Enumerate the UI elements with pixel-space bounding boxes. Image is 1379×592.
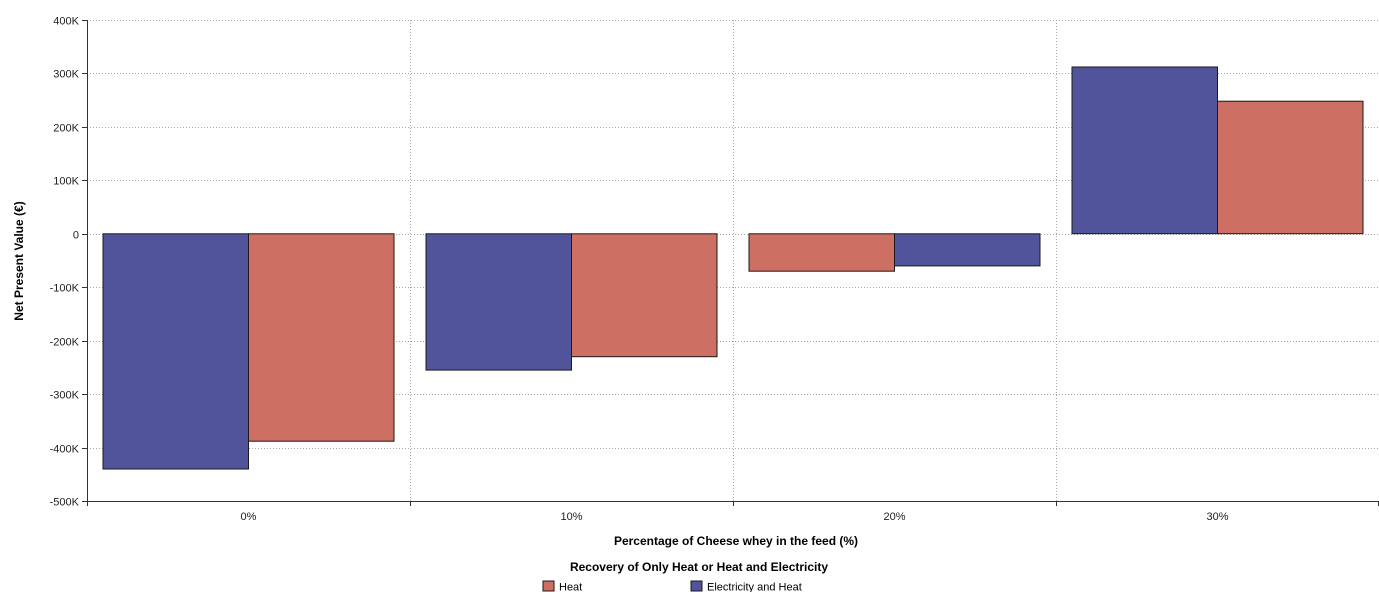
bar	[571, 233, 718, 358]
legend-label: Electricity and Heat	[707, 582, 802, 592]
bar	[425, 233, 572, 371]
legend-label: Heat	[559, 582, 582, 592]
y-tick-label: -500K	[50, 497, 80, 509]
bar	[748, 233, 895, 272]
x-tick-label: 20%	[883, 511, 905, 523]
y-tick-label: -200K	[50, 337, 80, 349]
y-tick-label: -400K	[50, 444, 80, 456]
bar	[1217, 100, 1364, 235]
x-tick-label: 0%	[241, 511, 257, 523]
x-tick-labels: 0% 10% 20% 30%	[241, 511, 1229, 523]
legend-title: Recovery of Only Heat or Heat and Electr…	[570, 560, 828, 574]
bar	[894, 233, 1041, 267]
x-axis-title: Percentage of Cheese whey in the feed (%…	[614, 534, 858, 548]
y-tick-label: 300K	[53, 69, 79, 81]
y-tick-labels: 400K 300K 200K 100K 0 -100K -200K -300K -400K -50…	[50, 16, 80, 509]
bar	[248, 233, 395, 442]
y-tick-label: -300K	[50, 390, 80, 402]
y-tick-label: 0	[73, 230, 79, 242]
x-tick-label: 10%	[560, 511, 582, 523]
bar	[102, 233, 249, 470]
legend-swatch	[690, 580, 703, 592]
y-tick-label: 400K	[53, 16, 79, 28]
y-tick-label: -100K	[50, 283, 80, 295]
y-tick-label: 100K	[53, 176, 79, 188]
y-axis-title: Net Present Value (€)	[12, 201, 26, 320]
x-tick-label: 30%	[1206, 511, 1228, 523]
legend-swatch	[542, 580, 555, 592]
bars	[102, 66, 1364, 470]
bar	[1071, 66, 1218, 235]
legend: Recovery of Only Heat or Heat and Electr…	[542, 560, 828, 592]
y-tick-label: 200K	[53, 123, 79, 135]
axes	[82, 20, 1379, 506]
